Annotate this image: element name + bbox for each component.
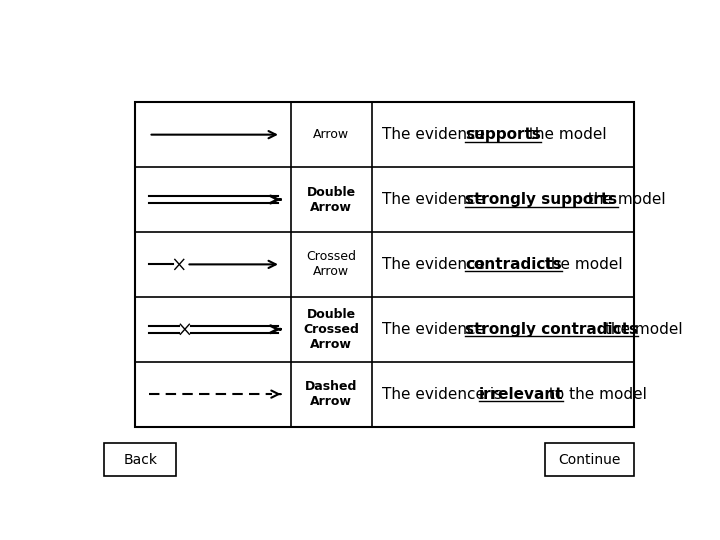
Text: Continue: Continue (558, 453, 621, 467)
Bar (545, 443, 634, 476)
Text: contradicts: contradicts (465, 257, 562, 272)
Text: The evidence: The evidence (382, 322, 490, 337)
Text: The evidence is: The evidence is (382, 387, 507, 402)
Text: The evidence: The evidence (382, 192, 490, 207)
Text: supports: supports (465, 127, 541, 142)
Text: strongly supports: strongly supports (465, 192, 618, 207)
Text: Double
Arrow: Double Arrow (307, 186, 356, 213)
Text: The evidence: The evidence (382, 257, 490, 272)
Bar (104, 443, 176, 476)
Bar (135, 102, 634, 427)
Text: Arrow: Arrow (313, 128, 349, 141)
Text: the model: the model (541, 257, 623, 272)
Text: Back: Back (123, 453, 157, 467)
Text: the model: the model (600, 322, 682, 337)
Text: Crossed
Arrow: Crossed Arrow (306, 251, 356, 279)
Text: the model: the model (524, 127, 607, 142)
Text: strongly contradicts: strongly contradicts (465, 322, 639, 337)
Text: The evidence: The evidence (382, 127, 490, 142)
Text: Double
Crossed
Arrow: Double Crossed Arrow (303, 308, 359, 351)
Text: Dashed
Arrow: Dashed Arrow (305, 380, 358, 408)
Text: irrelevant: irrelevant (479, 387, 563, 402)
Text: to the model: to the model (544, 387, 647, 402)
Text: the model: the model (583, 192, 666, 207)
